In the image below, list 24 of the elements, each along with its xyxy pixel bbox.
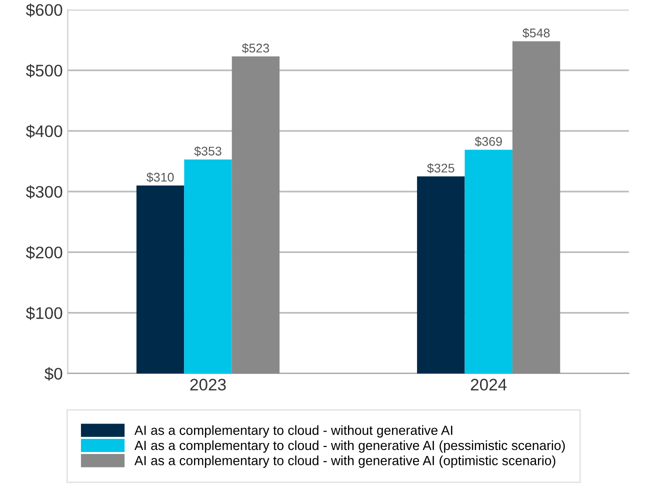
x-tick-label: 2023 bbox=[190, 378, 226, 391]
legend-label: AI as a complementary to cloud - without generative AI bbox=[134, 425, 452, 438]
y-tick-label: $100 bbox=[26, 306, 62, 320]
y-tick-label: $0 bbox=[44, 367, 62, 381]
bar bbox=[184, 159, 232, 374]
data-label: $325 bbox=[427, 163, 454, 174]
data-label: $353 bbox=[194, 146, 222, 156]
y-tick-label: $600 bbox=[26, 3, 62, 17]
data-label: $310 bbox=[146, 172, 174, 182]
y-tick-label: $300 bbox=[26, 185, 62, 199]
bar bbox=[232, 56, 280, 374]
legend-label: AI as a complementary to cloud - with generative AI (pessimistic scenario) bbox=[134, 440, 565, 453]
y-tick-label: $200 bbox=[26, 246, 62, 260]
data-label: $523 bbox=[242, 43, 270, 54]
bar bbox=[464, 150, 512, 374]
bar bbox=[512, 41, 560, 374]
data-label: $369 bbox=[474, 136, 502, 147]
data-label: $548 bbox=[522, 28, 550, 38]
legend-label: AI as a complementary to cloud - with generative AI (optimistic scenario) bbox=[134, 456, 556, 468]
x-tick-label: 2024 bbox=[470, 378, 507, 391]
y-tick-label: $400 bbox=[26, 124, 62, 138]
bar bbox=[417, 176, 465, 374]
y-tick-label: $500 bbox=[26, 64, 62, 78]
bar bbox=[136, 186, 184, 374]
